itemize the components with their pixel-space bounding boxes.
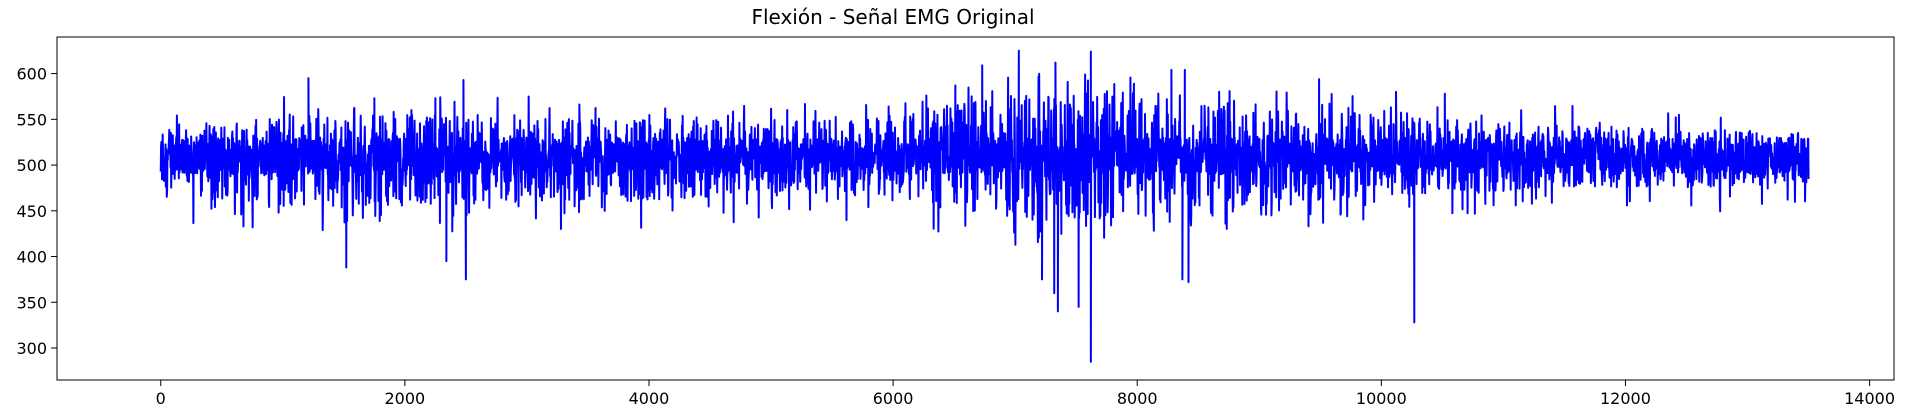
chart-title: Flexión - Señal EMG Original bbox=[751, 5, 1034, 29]
x-tick-label: 8000 bbox=[1117, 389, 1158, 408]
series-layer bbox=[159, 49, 1810, 363]
y-tick-label: 350 bbox=[16, 293, 47, 312]
y-axis: 300 350 400 450 500 550 600 bbox=[16, 65, 57, 358]
y-tick-label: 400 bbox=[16, 248, 47, 267]
y-tick-label: 300 bbox=[16, 339, 47, 358]
y-tick-label: 600 bbox=[16, 65, 47, 84]
x-tick-label: 14000 bbox=[1844, 389, 1895, 408]
x-tick-label: 12000 bbox=[1600, 389, 1651, 408]
x-axis: 0 2000 4000 6000 8000 10000 12000 14000 bbox=[156, 380, 1895, 408]
x-tick-label: 4000 bbox=[629, 389, 670, 408]
x-tick-label: 6000 bbox=[873, 389, 914, 408]
x-tick-label: 10000 bbox=[1356, 389, 1407, 408]
x-tick-label: 0 bbox=[156, 389, 166, 408]
y-tick-label: 450 bbox=[16, 202, 47, 221]
emg-signal-line bbox=[159, 49, 1810, 363]
y-tick-label: 550 bbox=[16, 110, 47, 129]
x-tick-label: 2000 bbox=[385, 389, 426, 408]
plot-frame bbox=[56, 36, 1895, 381]
y-tick-label: 500 bbox=[16, 156, 47, 175]
